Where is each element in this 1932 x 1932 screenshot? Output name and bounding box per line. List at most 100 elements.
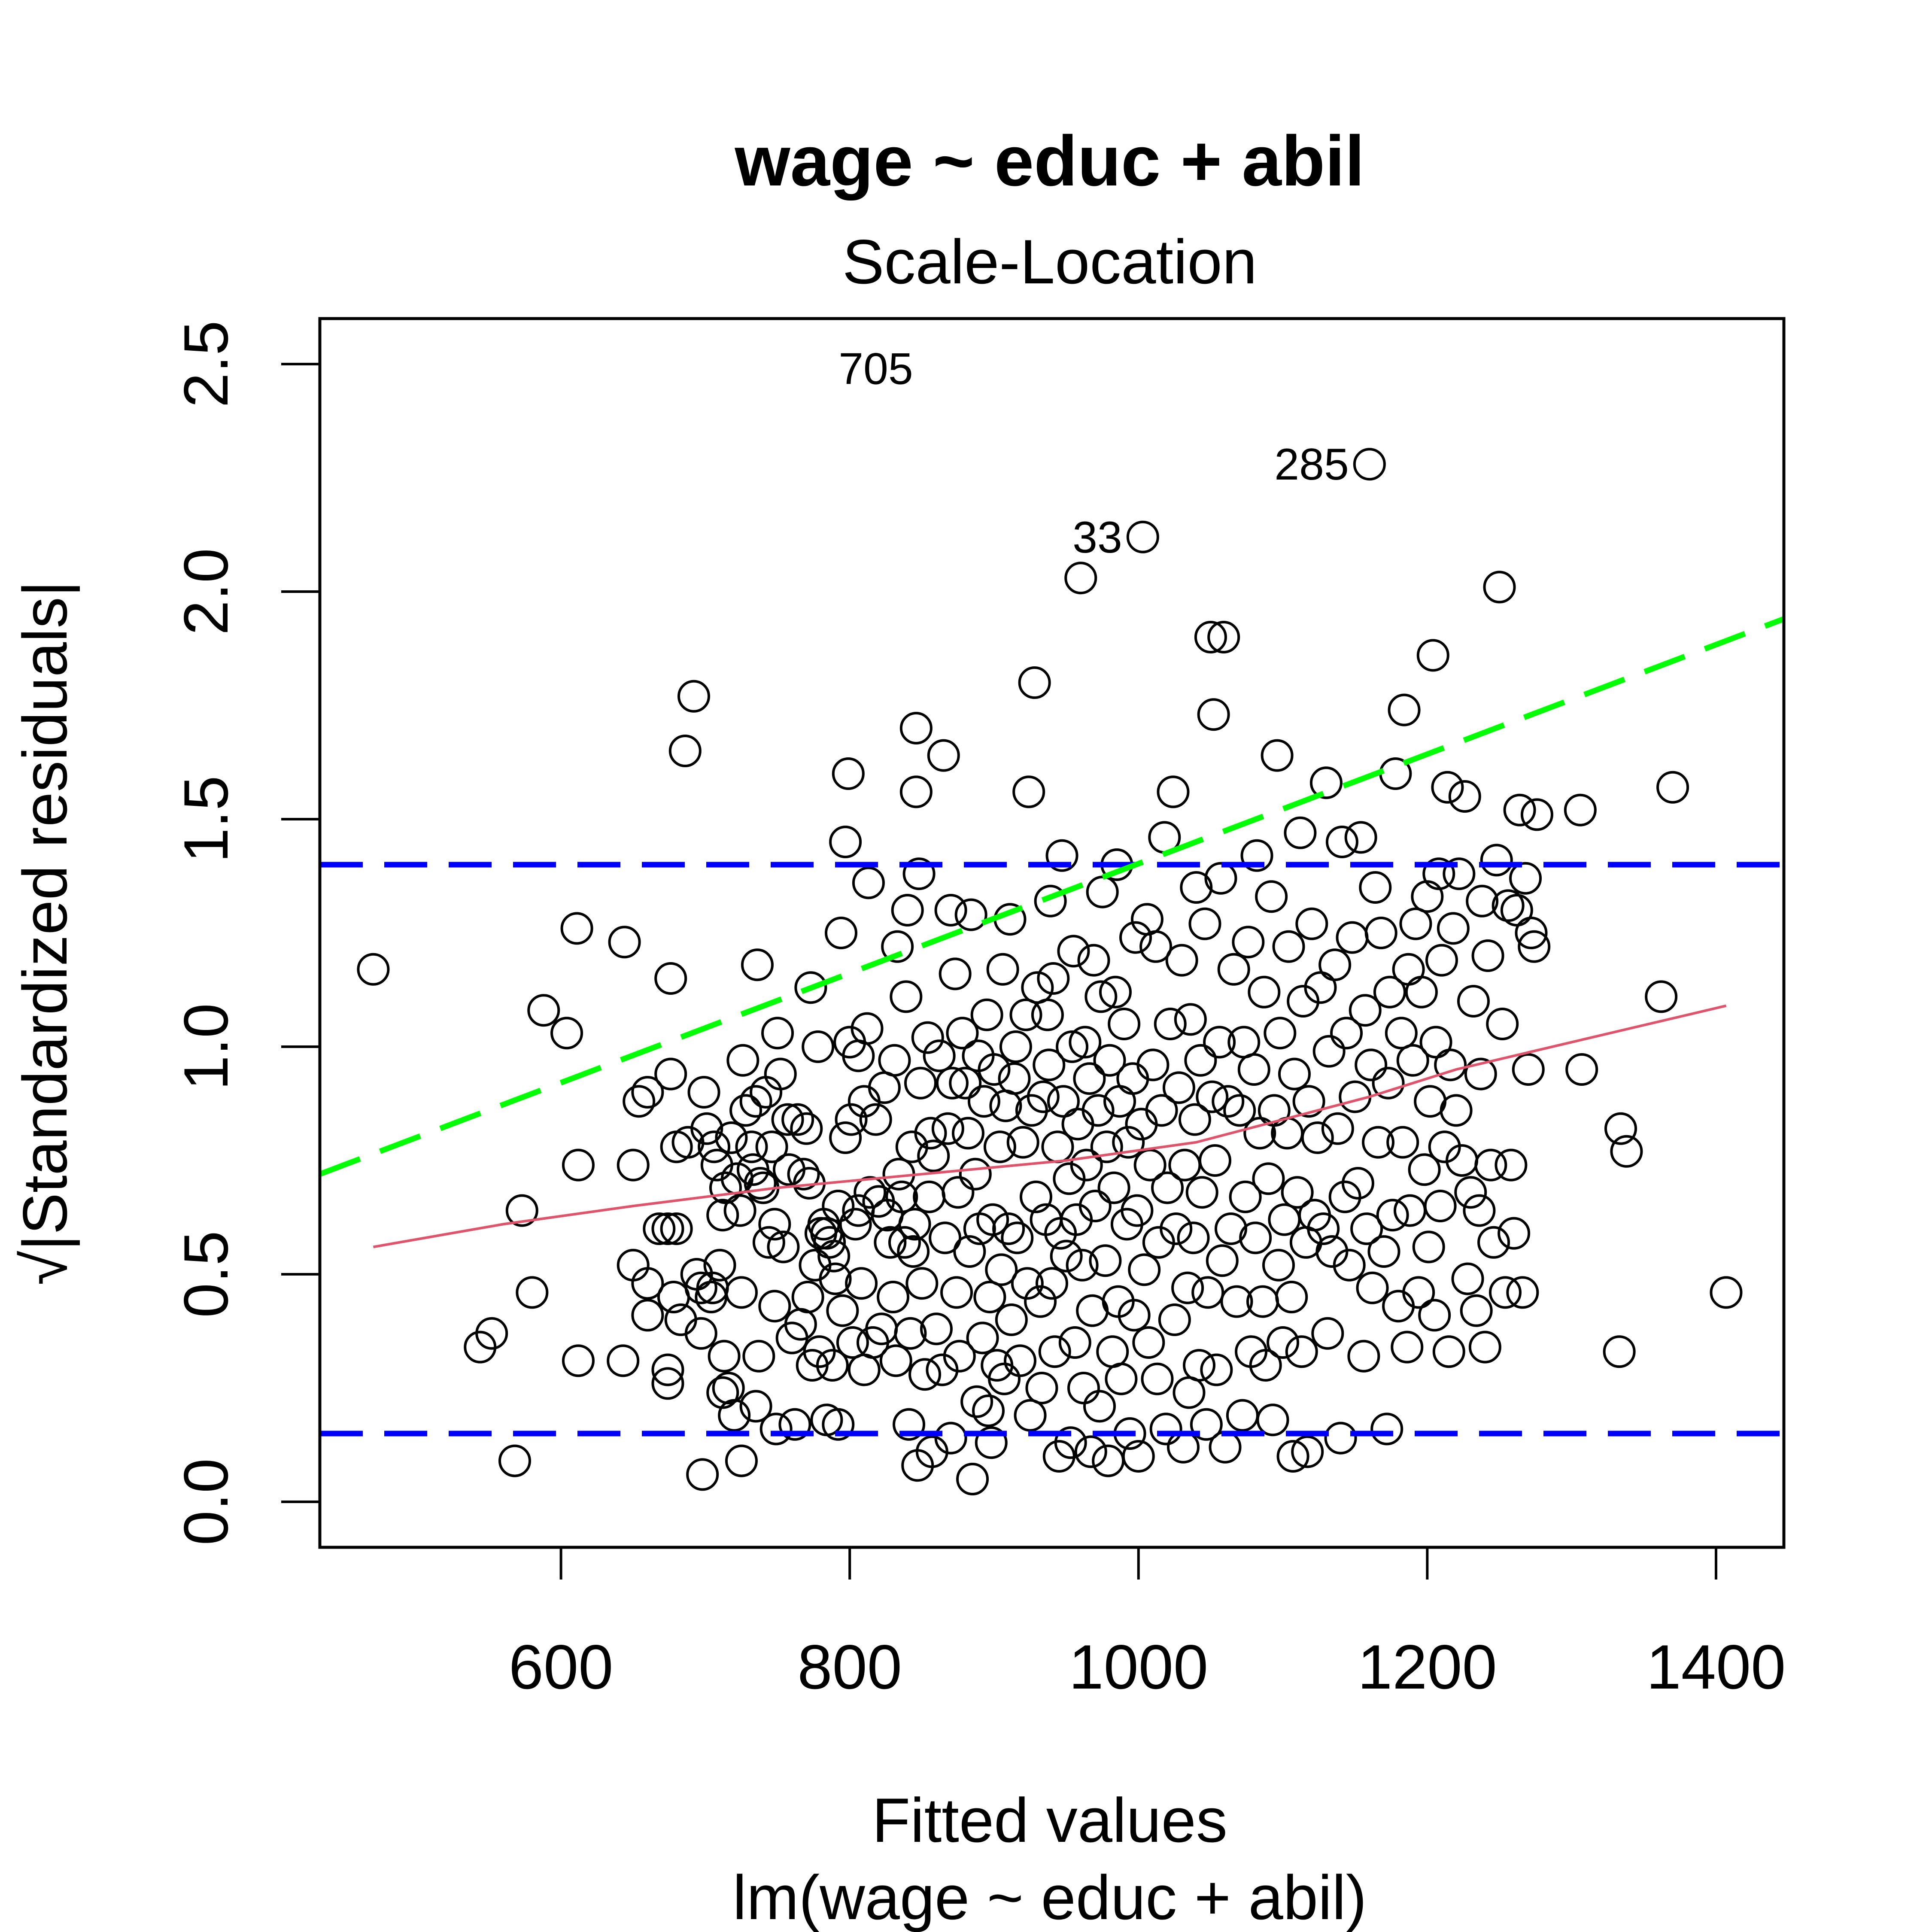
data-point (826, 1294, 859, 1327)
data-point (1272, 930, 1305, 963)
data-point (1474, 1148, 1507, 1182)
data-point (562, 1148, 595, 1182)
data-point (729, 1094, 762, 1127)
data-point (744, 1167, 777, 1200)
data-point (1391, 1331, 1424, 1364)
data-point (1480, 844, 1513, 877)
data-point (1464, 1057, 1497, 1091)
data-point (1194, 621, 1227, 653)
svg-text:√|Standardized residuals|: √|Standardized residuals| (10, 580, 80, 1285)
data-point (1440, 1094, 1473, 1127)
data-point (787, 1157, 820, 1191)
data-point (1031, 998, 1064, 1031)
data-point (898, 1208, 931, 1241)
data-point (920, 1312, 953, 1346)
data-point (1045, 839, 1078, 872)
data-point (1492, 889, 1525, 922)
data-point (1495, 1148, 1528, 1182)
data-point (357, 953, 390, 986)
x-axis-label: Fitted values (872, 1785, 1227, 1855)
data-point (929, 1221, 962, 1255)
data-point (1215, 1212, 1248, 1245)
data-point (905, 1267, 939, 1300)
sqrt-symbol: √ (10, 1251, 80, 1285)
data-point (966, 1321, 999, 1355)
data-point (1564, 793, 1597, 826)
data-point (1330, 1017, 1363, 1050)
data-point (878, 1044, 911, 1077)
data-point (752, 1226, 785, 1259)
data-point (677, 680, 710, 713)
y-tick-label-group: 0.5 (171, 1231, 241, 1318)
data-point (706, 1199, 739, 1232)
chart-title: wage ~ educ + abil (735, 122, 1365, 201)
data-point (891, 894, 924, 927)
data-point (874, 1226, 907, 1259)
data-point (643, 1212, 676, 1245)
data-point (890, 980, 923, 1013)
data-point (1285, 1335, 1318, 1368)
data-point (1262, 1249, 1295, 1282)
data-point (1399, 907, 1432, 940)
data-point (794, 971, 827, 1004)
data-point (1034, 884, 1067, 917)
data-point (1149, 1413, 1182, 1446)
data-point (1284, 816, 1317, 849)
data-point (1237, 1053, 1270, 1086)
data-point (1448, 780, 1481, 813)
data-point (967, 1085, 1000, 1118)
data-point (1405, 975, 1438, 1009)
data-point (475, 1317, 508, 1350)
data-point (778, 1408, 811, 1441)
data-point (1069, 1026, 1102, 1059)
data-point (1333, 1249, 1366, 1282)
data-point (1388, 693, 1421, 726)
y-tick-label: 2.5 (171, 321, 241, 408)
data-point (1197, 698, 1230, 731)
data-point (1191, 1276, 1224, 1309)
data-point (1012, 775, 1045, 808)
data-point (816, 1349, 849, 1382)
point-label: 705 (838, 344, 913, 394)
data-point (505, 1194, 538, 1227)
data-point (1460, 1294, 1493, 1327)
data-point (1645, 980, 1678, 1013)
data-point (934, 1422, 967, 1455)
data-point (852, 866, 885, 899)
point-label: 285 (1274, 440, 1349, 489)
y-tick-label: 1.5 (171, 776, 241, 863)
data-point (1376, 1199, 1409, 1232)
data-point (899, 712, 933, 744)
data-point (813, 1226, 846, 1259)
data-point (1301, 1121, 1334, 1154)
data-point (1373, 975, 1406, 1009)
data-point (687, 1076, 720, 1109)
data-point (832, 757, 865, 790)
data-point (651, 1212, 684, 1245)
data-point (822, 1408, 855, 1441)
data-point (1036, 1267, 1068, 1300)
data-point (1370, 1413, 1403, 1446)
data-point (631, 1299, 664, 1332)
y-axis-label-text: |Standardized residuals| (10, 580, 80, 1251)
data-point (1057, 935, 1090, 968)
data-point (851, 1012, 884, 1045)
data-point (995, 1303, 1028, 1336)
data-point (1047, 1085, 1080, 1118)
data-point (1710, 1276, 1743, 1309)
x-tick-label: 800 (797, 1632, 902, 1702)
data-point (1252, 1162, 1285, 1195)
data-point (1350, 1212, 1383, 1245)
data-point (1188, 907, 1221, 940)
data-point (758, 1290, 791, 1323)
data-point (1515, 917, 1548, 949)
data-point (1025, 1372, 1058, 1404)
data-point (1183, 1349, 1216, 1382)
data-point (607, 1344, 640, 1377)
data-point (1385, 1017, 1418, 1050)
data-point (998, 1062, 1031, 1095)
data-point (1483, 571, 1516, 604)
data-point (741, 948, 774, 981)
data-point (1431, 771, 1464, 804)
